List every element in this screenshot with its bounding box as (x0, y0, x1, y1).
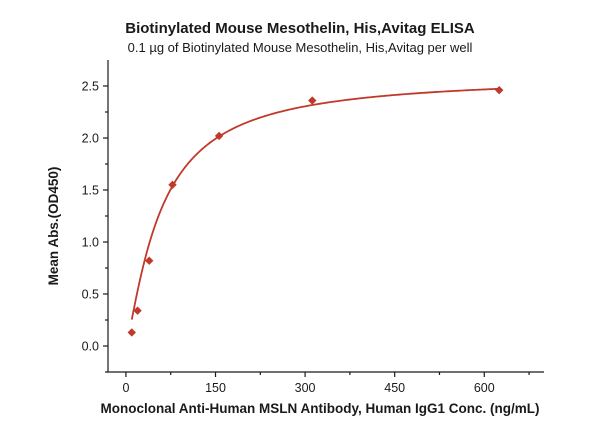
axes (107, 60, 544, 373)
axis-frame (107, 60, 544, 373)
y-tick-label-1: 0.5 (82, 288, 99, 302)
y-axis-ticks: 0.0 0.5 1.0 1.5 2.0 2.5 (82, 80, 108, 373)
data-point-3 (168, 180, 177, 189)
y-tick-label-4: 2.0 (82, 132, 99, 146)
x-tick-label-4: 600 (474, 381, 495, 395)
x-axis-label: Monoclonal Anti-Human MSLN Antibody, Hum… (101, 401, 540, 416)
y-tick-label-2: 1.0 (82, 236, 99, 250)
y-tick-label-5: 2.5 (82, 80, 99, 94)
x-tick-label-2: 300 (295, 381, 316, 395)
data-point-2 (145, 256, 154, 265)
chart-subtitle: 0.1 µg of Biotinylated Mouse Mesothelin,… (128, 40, 473, 55)
data-point-0 (127, 328, 136, 337)
data-points (127, 85, 504, 337)
fit-curve (130, 87, 500, 320)
data-point-1 (133, 306, 142, 315)
x-axis-ticks: 0 150 300 450 600 (122, 372, 530, 395)
y-axis-label: Mean Abs.(OD450) (46, 167, 61, 286)
y-tick-label-3: 1.5 (82, 184, 99, 198)
y-tick-label-0: 0.0 (82, 340, 99, 354)
chart-title: Biotinylated Mouse Mesothelin, His,Avita… (125, 20, 475, 37)
data-point-4 (214, 131, 224, 141)
x-tick-label-3: 450 (384, 381, 405, 395)
data-point-5 (308, 96, 317, 105)
x-tick-label-0: 0 (122, 381, 129, 395)
x-tick-label-1: 150 (205, 381, 226, 395)
data-point-6 (495, 85, 504, 95)
